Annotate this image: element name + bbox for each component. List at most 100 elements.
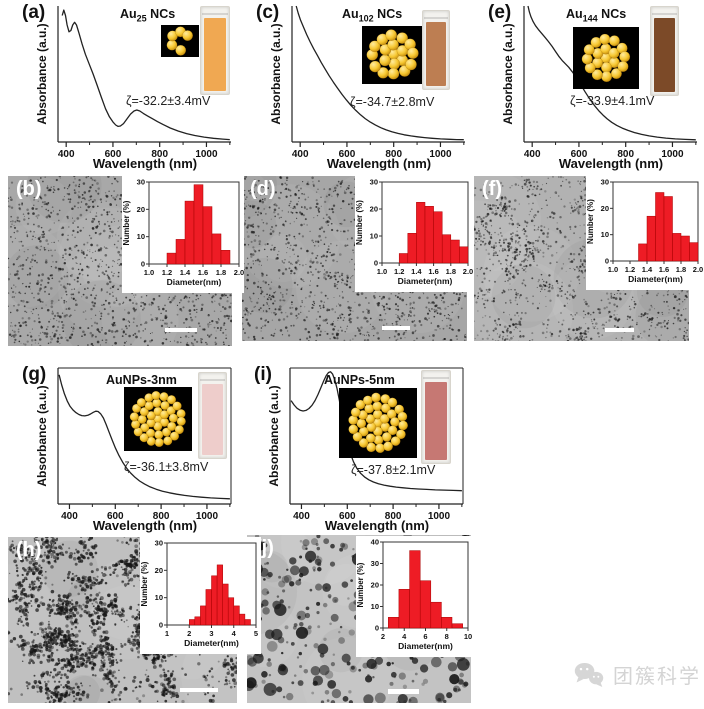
scale-bar — [180, 688, 218, 692]
svg-text:Diameter(nm): Diameter(nm) — [398, 276, 453, 286]
spectrum-plot-aunps3: 400 600 800 1000 — [57, 367, 232, 522]
y-axis-label: Absorbance (a.u.) — [269, 23, 283, 125]
y-axis-label: Absorbance (a.u.) — [267, 385, 281, 487]
wechat-icon — [574, 662, 604, 687]
panel-label-e: (e) — [488, 2, 512, 23]
x-axis-label: Wavelength (nm) — [92, 518, 198, 533]
panel-label-g: (g) — [22, 364, 47, 385]
svg-text:1.8: 1.8 — [676, 265, 686, 274]
svg-text:2.0: 2.0 — [693, 265, 703, 274]
y-axis-label: Absorbance (a.u.) — [35, 385, 49, 487]
svg-text:800: 800 — [153, 511, 170, 522]
svg-text:0: 0 — [141, 260, 145, 269]
cuvette-photo — [650, 6, 679, 96]
svg-text:30: 30 — [370, 178, 378, 187]
svg-text:400: 400 — [61, 511, 78, 522]
size-histogram-b: 0 10 20 30 1.0 1.2 1.4 1.6 1.8 2.0 Number (%) Diame… — [122, 176, 244, 293]
panel-c-uvvis-au102: 400 600 800 1000 (c) Absorbance (a.u.) Wave… — [242, 0, 472, 175]
svg-text:Number (%): Number (%) — [355, 200, 364, 245]
cuvette-photo — [198, 372, 227, 459]
spectrum-plot-au102: 400 600 800 1000 — [291, 5, 465, 160]
svg-text:800: 800 — [151, 149, 168, 160]
sample-title-au102: Au102 NCs — [342, 7, 403, 24]
y-axis-label: Absorbance (a.u.) — [501, 23, 515, 125]
svg-text:1.4: 1.4 — [180, 268, 191, 277]
y-axis-label: Absorbance (a.u.) — [35, 23, 49, 125]
svg-text:Number (%): Number (%) — [586, 199, 595, 244]
x-axis-label: Wavelength (nm) — [558, 156, 664, 171]
size-histogram-h: 0 10 20 30 1 2 3 4 5 Number (%) Diameter(nm) — [140, 537, 261, 654]
svg-text:2.0: 2.0 — [234, 268, 244, 277]
svg-text:800: 800 — [617, 149, 634, 160]
panel-i-uvvis-aunps5: 400 600 800 1000 (i) Absorbance (a.u.) Wave… — [240, 362, 470, 537]
panel-label-d: (d) — [250, 178, 276, 200]
svg-text:1.6: 1.6 — [659, 265, 669, 274]
svg-text:1000: 1000 — [195, 149, 218, 160]
svg-text:10: 10 — [370, 232, 378, 241]
svg-text:20: 20 — [137, 205, 145, 214]
panel-e-uvvis-au144: 400 600 800 1000 (e) Absorbance (a.u.) Wave… — [474, 0, 704, 175]
sample-title-aunps3: AuNPs-3nm — [106, 373, 177, 387]
scale-bar — [382, 326, 410, 330]
nanoparticle-model-image — [339, 388, 417, 458]
svg-text:800: 800 — [385, 511, 402, 522]
svg-text:1000: 1000 — [429, 149, 452, 160]
svg-text:30: 30 — [601, 178, 609, 187]
svg-text:1.2: 1.2 — [625, 265, 635, 274]
svg-text:400: 400 — [293, 511, 310, 522]
x-axis-label: Wavelength (nm) — [324, 518, 430, 533]
histogram-plot: 0 10 20 30 1.0 1.2 1.4 1.6 1.8 2.0 Number (%) Diame… — [355, 178, 473, 287]
panel-label-f: (f) — [482, 178, 502, 200]
panel-label-b: (b) — [16, 178, 42, 200]
svg-text:20: 20 — [601, 204, 609, 213]
cuvette-photo — [422, 10, 450, 90]
panel-label-h: (h) — [16, 539, 42, 561]
x-axis-label: Wavelength (nm) — [92, 156, 198, 171]
svg-text:600: 600 — [107, 511, 124, 522]
svg-text:1.2: 1.2 — [162, 268, 172, 277]
zeta-potential-value: ζ=-37.8±2.1mV — [351, 463, 436, 477]
nanocluster-model-image — [573, 27, 639, 89]
scale-bar — [388, 689, 419, 694]
zeta-potential-value: ζ=-33.9±4.1mV — [570, 94, 655, 108]
svg-text:1.6: 1.6 — [428, 267, 438, 276]
svg-text:2.0: 2.0 — [463, 267, 473, 276]
svg-text:1.2: 1.2 — [394, 267, 404, 276]
sample-title-aunps5: AuNPs-5nm — [324, 373, 395, 387]
svg-text:600: 600 — [339, 149, 356, 160]
svg-text:Number (%): Number (%) — [122, 200, 131, 245]
svg-text:10: 10 — [601, 230, 609, 239]
svg-text:1000: 1000 — [661, 149, 684, 160]
zeta-potential-value: ζ=-32.2±3.4mV — [126, 94, 211, 108]
zeta-potential-value: ζ=-36.1±3.8mV — [124, 460, 209, 474]
cuvette-photo — [421, 370, 451, 464]
watermark: 团簇科学 — [573, 660, 701, 689]
svg-text:1.8: 1.8 — [216, 268, 226, 277]
size-histogram-f: 0 10 20 30 1.0 1.2 1.4 1.6 1.8 2.0 Number (%) Diame… — [586, 176, 703, 290]
scale-bar — [165, 328, 197, 332]
histogram-plot: 0 10 20 30 1.0 1.2 1.4 1.6 1.8 2.0 Number (%) Diame… — [122, 178, 244, 288]
svg-text:0: 0 — [374, 259, 378, 268]
cuvette-liquid — [202, 384, 223, 455]
cuvette-liquid — [425, 382, 447, 460]
svg-text:600: 600 — [571, 149, 588, 160]
svg-text:1.4: 1.4 — [411, 267, 422, 276]
x-axis-label: Wavelength (nm) — [326, 156, 432, 171]
svg-text:1.4: 1.4 — [642, 265, 653, 274]
spectrum-plot-aunps5: 400 600 800 1000 — [289, 367, 464, 522]
svg-text:30: 30 — [137, 178, 145, 187]
sample-title-au25: Au25 NCs — [120, 7, 176, 24]
svg-text:1000: 1000 — [428, 511, 451, 522]
svg-text:1.0: 1.0 — [144, 268, 154, 277]
svg-text:1.8: 1.8 — [446, 267, 456, 276]
spectrum-plot-au25: 400 600 800 1000 — [57, 6, 231, 160]
nanoparticle-model-image — [124, 387, 192, 451]
scale-bar — [605, 328, 634, 332]
size-histogram-d: 0 10 20 30 1.0 1.2 1.4 1.6 1.8 2.0 Number (%) Diame… — [355, 176, 473, 292]
size-histogram-j: 0 10 20 30 40 2 4 6 8 10 Number (%) Diameter(nm) — [356, 536, 473, 657]
cuvette-liquid — [204, 18, 226, 91]
panel-a-uvvis-au25: 400 600 800 1000 (a) Absorbance (a.u.) Wave… — [8, 0, 238, 175]
